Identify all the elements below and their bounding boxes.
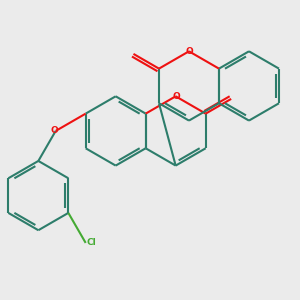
Text: Cl: Cl: [86, 238, 96, 247]
Text: O: O: [50, 126, 58, 135]
Text: O: O: [173, 92, 180, 101]
Text: O: O: [185, 47, 193, 56]
